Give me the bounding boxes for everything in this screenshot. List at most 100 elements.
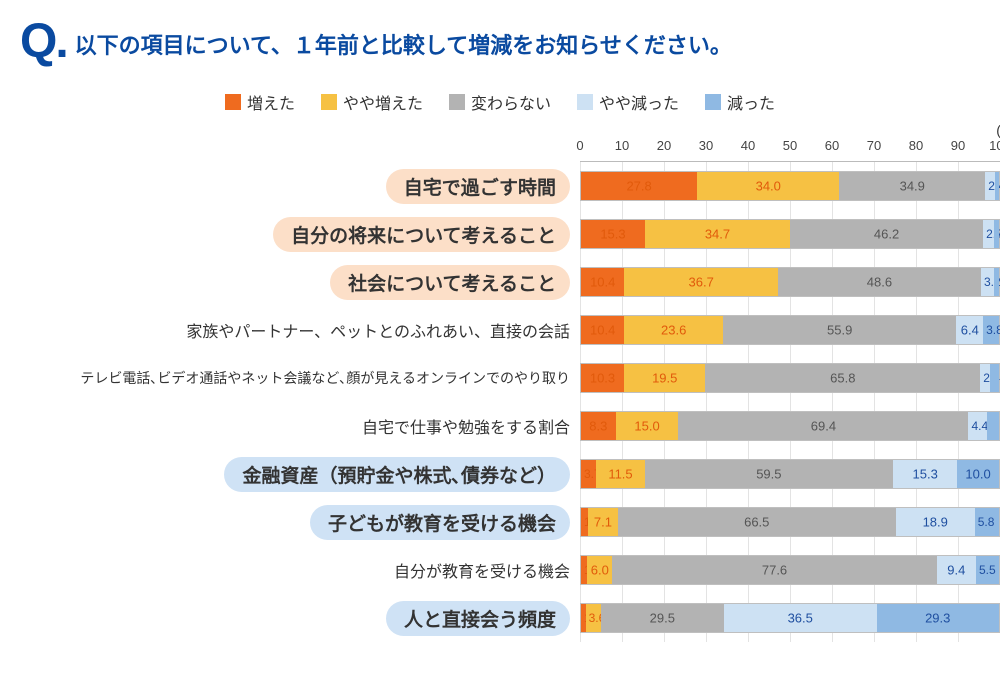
axis-tick-label: 10 [615,138,629,153]
legend-item: 変わらない [449,90,551,114]
bar-segment: 0.9 [995,172,999,200]
bar-segment: 2.1 [990,364,999,392]
legend-item: やや増えた [321,90,423,114]
bar-segment: 10.3 [581,364,624,392]
segment-value: 66.5 [744,515,769,530]
row-label: 自宅で仕事や勉強をする割合 [10,414,570,438]
segment-value: 23.6 [661,323,686,338]
segment-value: 10.4 [590,323,615,338]
segment-value: 59.5 [756,467,781,482]
row-label: 金融資産（預貯金や株式､債券など） [10,457,570,492]
bar-segment: 69.4 [678,412,968,440]
axis-unit: (%) [580,122,1000,138]
bar-segment: 29.5 [601,604,724,632]
bar-segment: 55.9 [723,316,956,344]
segment-value: 8.3 [589,419,607,434]
segment-value: 69.4 [811,419,836,434]
chart-row: 自宅で仕事や勉強をする割合8.315.069.44.42.9 [580,402,1000,450]
segment-value: 15.0 [634,419,659,434]
legend-label: やや増えた [343,90,423,114]
segment-value: 9.4 [947,563,965,578]
row-label: 自宅で過ごす時間 [10,169,570,204]
legend-label: 増えた [247,90,295,114]
segment-value: 19.5 [652,371,677,386]
question-icon: Q. [20,18,67,66]
segment-value: 27.8 [626,179,651,194]
legend-item: やや減った [577,90,679,114]
chart-row: 自分が教育を受ける機会1.56.077.69.45.5 [580,546,1000,594]
bar-segment: 36.7 [624,268,777,296]
axis-tick-label: 40 [741,138,755,153]
bar-segment: 11.5 [596,460,644,488]
segment-value: 29.3 [925,611,950,626]
segment-value: 15.3 [913,467,938,482]
x-axis: 0102030405060708090100 [580,140,1000,162]
chart-row: 子どもが教育を受ける機会1.77.166.518.95.8 [580,498,1000,546]
row-label: 自分が教育を受ける機会 [10,558,570,582]
stacked-bar: 1.56.077.69.45.5 [580,555,1000,585]
segment-value: 5.5 [979,563,996,577]
bar-segment: 29.3 [877,604,999,632]
bar-segment: 34.9 [839,172,985,200]
bar-segment: 15.0 [616,412,679,440]
segment-value: 46.2 [874,227,899,242]
bar-segment: 5.5 [976,556,999,584]
axis-tick-label: 30 [699,138,713,153]
segment-value: 3.8 [986,323,1000,337]
segment-value: 10.4 [590,275,615,290]
bar-segment: 19.5 [624,364,705,392]
segment-value: 4.4 [971,419,988,433]
segment-value: 34.7 [705,227,730,242]
legend-label: やや減った [599,90,679,114]
legend-item: 減った [705,90,775,114]
segment-value: 11.5 [608,467,632,482]
bar-segment: 8.3 [581,412,616,440]
segment-value: 48.6 [867,275,892,290]
legend-label: 変わらない [471,90,551,114]
segment-value: 55.9 [827,323,852,338]
stacked-bar: 10.4 23.6 55.9 6.43.8 [580,315,1000,345]
chart-row: 人と直接会う頻度1.13.629.536.529.3 [580,594,1000,642]
axis-tick-label: 50 [783,138,797,153]
bar-segment: 1.7 [581,508,588,536]
bar-segment: 6.4 [956,316,983,344]
bar-segment: 77.6 [612,556,936,584]
segment-value: 18.9 [923,515,948,530]
segment-value: 15.3 [600,227,625,242]
stacked-bar: 8.315.069.44.42.9 [580,411,1000,441]
axis-tick-label: 0 [576,138,583,153]
axis-tick-label: 90 [951,138,965,153]
segment-value: 34.0 [756,179,781,194]
bar-segment: 36.5 [724,604,877,632]
bar-segment: 1.1 [994,268,999,296]
bar-segment: 3.7 [581,460,596,488]
bar-segment: 65.8 [705,364,980,392]
bar-segment: 34.0 [697,172,839,200]
segment-value: 10.3 [590,371,615,386]
segment-value: 34.9 [900,179,925,194]
bar-segment: 10.4 [581,316,624,344]
chart-rows: 自宅で過ごす時間27.834.034.92.40.9自分の将来について考えること… [580,162,1000,642]
legend-label: 減った [727,90,775,114]
legend-item: 増えた [225,90,295,114]
segment-value: 36.7 [689,275,714,290]
stacked-bar: 3.711.559.515.310.0 [580,459,1000,489]
stacked-bar: 1.77.166.518.95.8 [580,507,1000,537]
legend-swatch [225,94,241,110]
bar-segment: 15.3 [581,220,645,248]
bar-segment: 6.0 [587,556,612,584]
row-label: 社会について考えること [10,265,570,300]
legend-swatch [449,94,465,110]
bar-segment: 2.7 [983,220,994,248]
segment-value: 29.5 [650,611,675,626]
legend-swatch [577,94,593,110]
question-header: Q. 以下の項目について、１年前と比較して増減をお知らせください。 [20,18,980,66]
bar-segment: 18.9 [896,508,975,536]
axis-tick-label: 20 [657,138,671,153]
chart-row: 金融資産（預貯金や株式､債券など）3.711.559.515.310.0 [580,450,1000,498]
chart-row: テレビ電話､ビデオ通話やネット会議など､顔が見えるオンラインでのやり取り10.3… [580,354,1000,402]
chart-row: 社会について考えること10.436.748.63.21.1 [580,258,1000,306]
axis-tick-label: 70 [867,138,881,153]
bar-segment: 7.1 [588,508,618,536]
chart-row: 自宅で過ごす時間27.834.034.92.40.9 [580,162,1000,210]
